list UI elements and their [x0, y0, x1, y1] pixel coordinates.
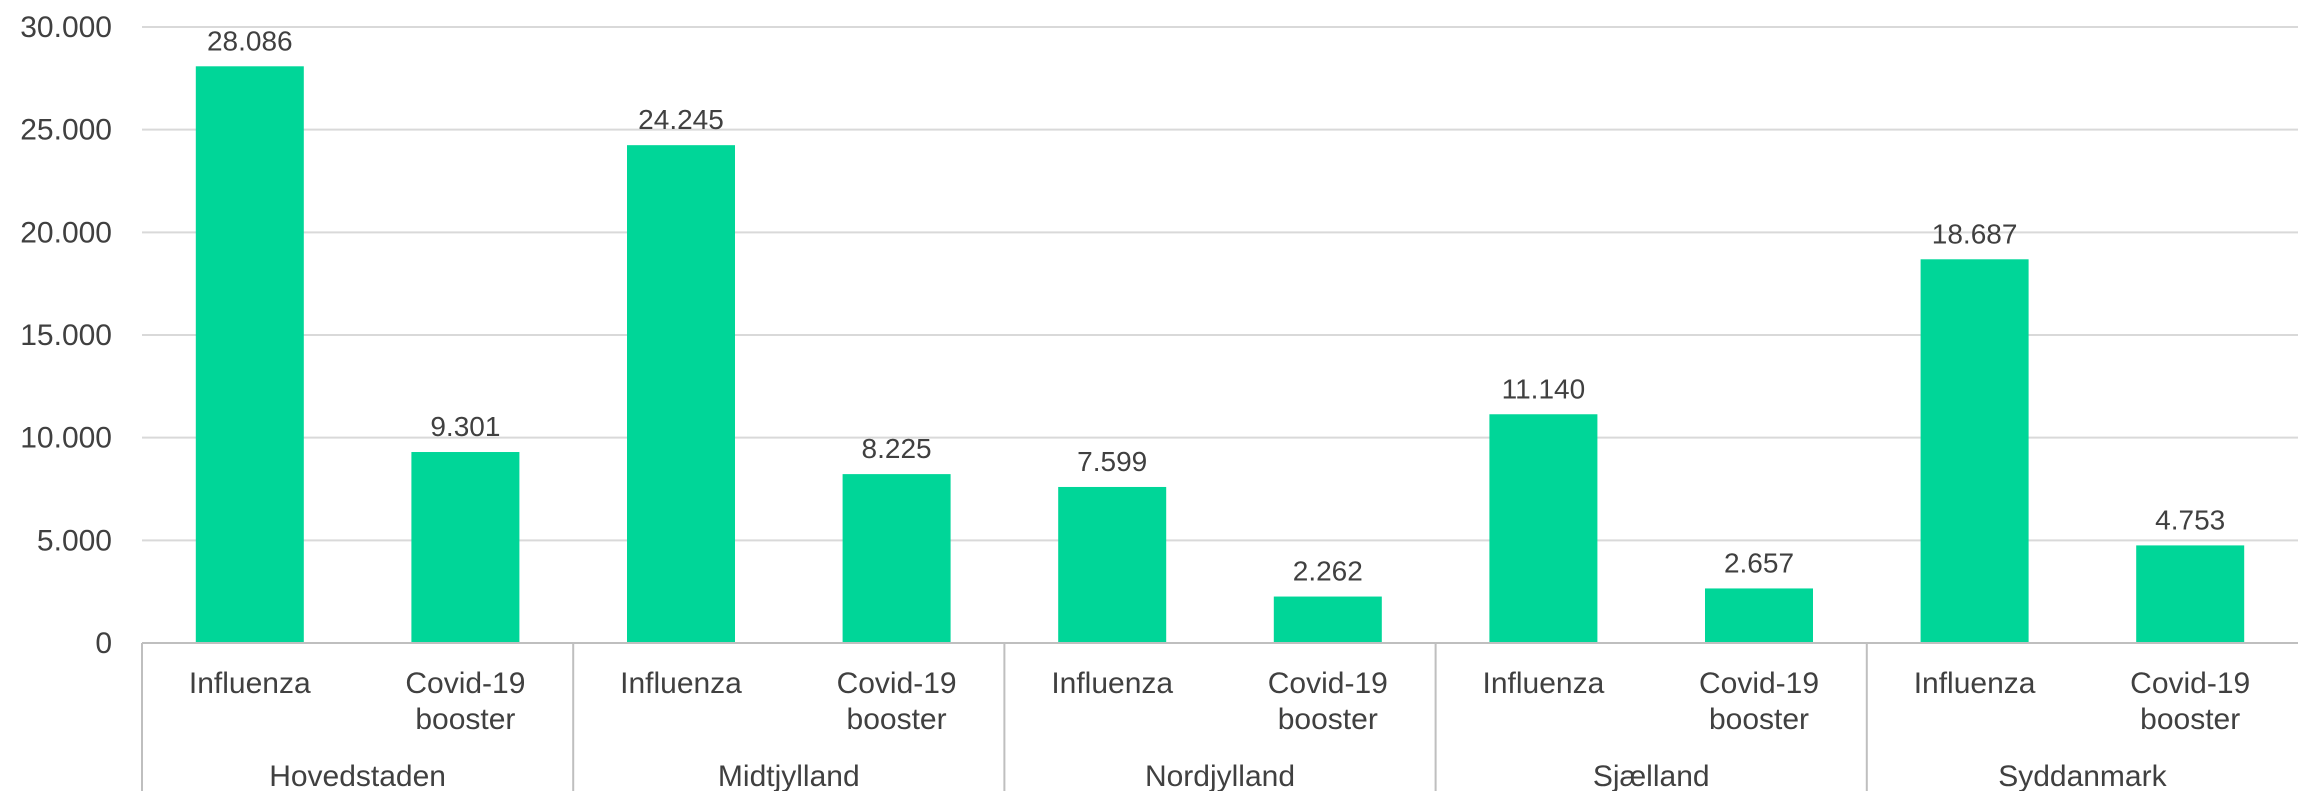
data-label: 24.245 — [638, 104, 724, 135]
data-label: 8.225 — [862, 433, 932, 464]
category-label: Covid-19 booster — [837, 667, 957, 736]
category-label: Influenza — [1051, 667, 1173, 700]
bar — [195, 66, 304, 644]
bars — [195, 66, 2245, 644]
category-label: Covid-19 booster — [405, 667, 525, 736]
group-label: Hovedstaden — [269, 760, 446, 791]
group-label: Midtjylland — [718, 760, 860, 791]
y-tick-label: 15.000 — [20, 319, 112, 352]
y-axis-ticks: 0 5.000 10.000 15.000 20.000 25.000 30.000 — [20, 11, 112, 660]
bar — [1920, 259, 2029, 643]
bar — [2136, 545, 2245, 643]
data-label: 28.086 — [207, 25, 293, 56]
bar — [1705, 588, 1813, 643]
bar — [1489, 414, 1598, 643]
category-label: Covid-19 booster — [2130, 667, 2250, 736]
y-tick-label: 0 — [95, 627, 112, 660]
data-label: 11.140 — [1502, 373, 1586, 404]
category-labels: Influenza Covid-19 booster Influenza Covid-1… — [189, 667, 2250, 736]
bar — [1273, 596, 1382, 643]
category-label: Influenza — [1914, 667, 2036, 700]
data-label: 9.301 — [430, 411, 500, 442]
group-label: Nordjylland — [1145, 760, 1295, 791]
group-label: Syddanmark — [1998, 760, 2167, 791]
group-label: Sjælland — [1593, 760, 1710, 791]
category-label: Influenza — [1483, 667, 1605, 700]
bar — [627, 145, 735, 644]
data-label: 4.753 — [2155, 504, 2225, 535]
data-label: 7.599 — [1077, 446, 1147, 477]
x-axis — [141, 642, 2298, 791]
bar — [1058, 486, 1167, 643]
data-label: 2.657 — [1724, 547, 1794, 578]
bar — [411, 452, 520, 643]
category-label: Covid-19 booster — [1699, 667, 1819, 736]
category-label: Covid-19 booster — [1268, 667, 1388, 736]
group-labels: Hovedstaden Midtjylland Nordjylland Sjællan… — [269, 760, 2167, 791]
category-label: Influenza — [189, 667, 311, 700]
y-tick-label: 5.000 — [37, 524, 112, 557]
bar — [842, 474, 951, 643]
y-tick-label: 25.000 — [20, 114, 112, 147]
y-tick-label: 20.000 — [20, 216, 112, 249]
data-label: 2.262 — [1293, 556, 1363, 587]
category-label: Influenza — [620, 667, 742, 700]
y-tick-label: 30.000 — [20, 11, 112, 44]
data-label: 18.687 — [1932, 218, 2018, 249]
y-tick-label: 10.000 — [20, 422, 112, 455]
data-labels: 28.086 9.301 24.245 8.225 7.599 2.262 11.140 2.… — [207, 25, 2225, 586]
